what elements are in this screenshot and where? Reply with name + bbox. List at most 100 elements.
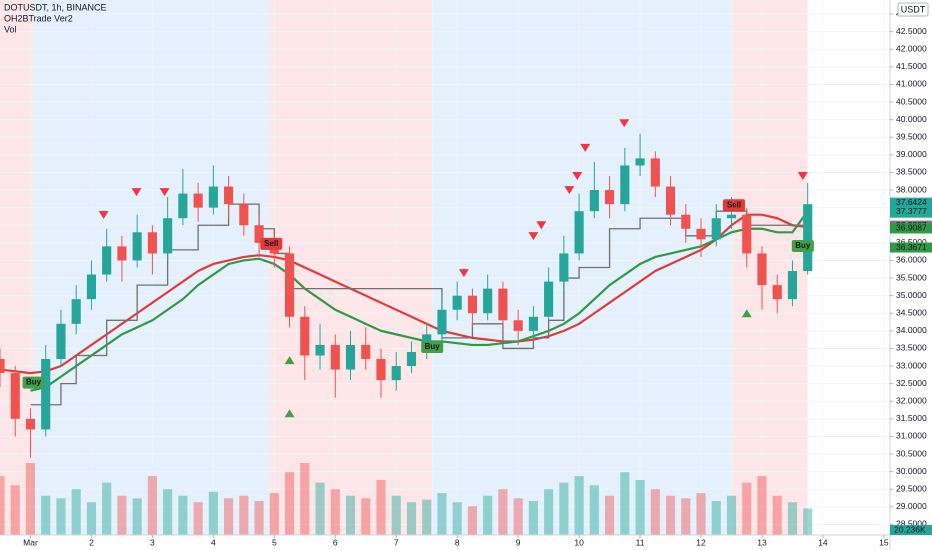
volume-bar xyxy=(102,482,112,535)
volume-bar xyxy=(86,502,97,535)
signal-arrow xyxy=(564,186,575,195)
volume-bar xyxy=(361,498,371,535)
signal-label: Sell xyxy=(727,200,741,209)
volume-bar xyxy=(132,498,142,535)
signal-arrow xyxy=(619,119,630,128)
volume-bar xyxy=(25,463,36,535)
volume xyxy=(0,463,813,535)
price-tag: 37.3777 xyxy=(896,206,927,216)
candle-body xyxy=(345,344,356,370)
signal-label: Buy xyxy=(425,342,441,351)
candle-body xyxy=(56,323,66,360)
signal-band xyxy=(732,0,808,535)
volume-bar xyxy=(787,502,798,535)
candle-body xyxy=(391,366,401,381)
volume-bar xyxy=(528,500,538,535)
volume-bar xyxy=(544,489,554,535)
y-tick-label: 36.0000 xyxy=(896,255,927,265)
signal-label: Buy xyxy=(795,241,811,250)
signal-label: Sell xyxy=(264,239,278,248)
volume-bar xyxy=(726,495,737,535)
signal-band xyxy=(269,0,433,535)
volume-bar xyxy=(589,485,599,535)
y-tick-label: 35.0000 xyxy=(896,290,927,300)
volume-bar xyxy=(330,489,340,535)
signal-arrow xyxy=(572,171,583,180)
signal-arrow xyxy=(284,409,295,418)
volume-bar xyxy=(803,508,813,535)
x-tick-label: 12 xyxy=(696,537,706,547)
signal-arrow xyxy=(98,211,109,220)
candle-body xyxy=(483,288,493,314)
signal-arrow xyxy=(528,232,539,241)
candle-body xyxy=(239,204,249,226)
y-tick-label: 40.5000 xyxy=(896,96,927,106)
volume-bar xyxy=(772,495,782,535)
currency-box[interactable] xyxy=(897,2,929,17)
y-tick-label: 34.5000 xyxy=(896,308,927,318)
signal-arrow xyxy=(131,188,142,197)
signal-band xyxy=(0,0,34,535)
y-tick-label: 36.5000 xyxy=(896,237,927,247)
price-tag-box xyxy=(890,242,932,253)
candle-body xyxy=(467,295,478,314)
symbol: DOTUSDT, 1h, BINANCE xyxy=(4,2,107,12)
y-tick-label: 32.5000 xyxy=(896,378,927,388)
y-tick-label: 31.0000 xyxy=(896,431,927,441)
y-tick-label: 32.0000 xyxy=(896,396,927,406)
candle-body xyxy=(803,204,813,272)
candle-body xyxy=(742,214,752,254)
x-tick-label: Mar xyxy=(23,537,38,547)
candle-body xyxy=(147,232,157,254)
x-tick-label: 7 xyxy=(394,537,399,547)
candle-body xyxy=(178,193,188,219)
volume-bar xyxy=(208,491,218,535)
signal-arrow xyxy=(284,356,295,365)
candle-body xyxy=(726,214,737,219)
candle-body xyxy=(772,285,782,300)
candle-body xyxy=(605,190,615,205)
y-tick-label: 30.5000 xyxy=(896,448,927,458)
signal-band xyxy=(33,0,270,535)
y-tick-label: 28.5000 xyxy=(896,519,927,529)
x-tick-label: 11 xyxy=(636,537,645,547)
volume-bar xyxy=(574,476,584,535)
volume-bar xyxy=(56,498,66,535)
volume-bar xyxy=(178,495,188,535)
signal-label: Buy xyxy=(26,378,42,387)
candle-body xyxy=(574,211,584,254)
signal-arrow xyxy=(159,188,170,197)
volume-bar xyxy=(559,482,569,535)
volume-bar xyxy=(605,495,615,535)
indicator-line xyxy=(30,203,808,406)
y-tick-label: 31.5000 xyxy=(896,413,927,423)
candle-body xyxy=(0,359,5,374)
volume-bar xyxy=(681,498,691,535)
currency: USDT xyxy=(901,4,926,14)
x-tick-label: 2 xyxy=(89,537,94,547)
candle-body xyxy=(86,274,97,300)
y-tick-label: 30.0000 xyxy=(896,466,927,476)
volume-bar xyxy=(71,489,81,535)
volume-bar xyxy=(254,500,264,535)
y-tick-label: 38.5000 xyxy=(896,167,927,177)
signal-arrow xyxy=(797,171,808,180)
signal-arrow xyxy=(580,143,591,152)
price-tag: 36.3671 xyxy=(896,242,927,252)
volume-bar xyxy=(422,499,432,535)
x-tick-label: 15 xyxy=(879,537,889,547)
volume-bar xyxy=(193,502,203,535)
grid xyxy=(0,0,890,535)
x-tick-label: 14 xyxy=(818,537,828,547)
candle-body xyxy=(254,225,264,243)
y-tick-label: 39.0000 xyxy=(896,149,927,159)
candle-body xyxy=(117,246,127,261)
candle-body xyxy=(498,288,508,321)
volume-bar xyxy=(41,495,51,535)
candle-body xyxy=(376,359,386,381)
volume-bar xyxy=(665,495,676,535)
price-tag-box xyxy=(890,197,932,208)
signal-arrow xyxy=(741,309,752,318)
volume-bar xyxy=(711,500,721,535)
x-tick-label: 8 xyxy=(455,537,460,547)
